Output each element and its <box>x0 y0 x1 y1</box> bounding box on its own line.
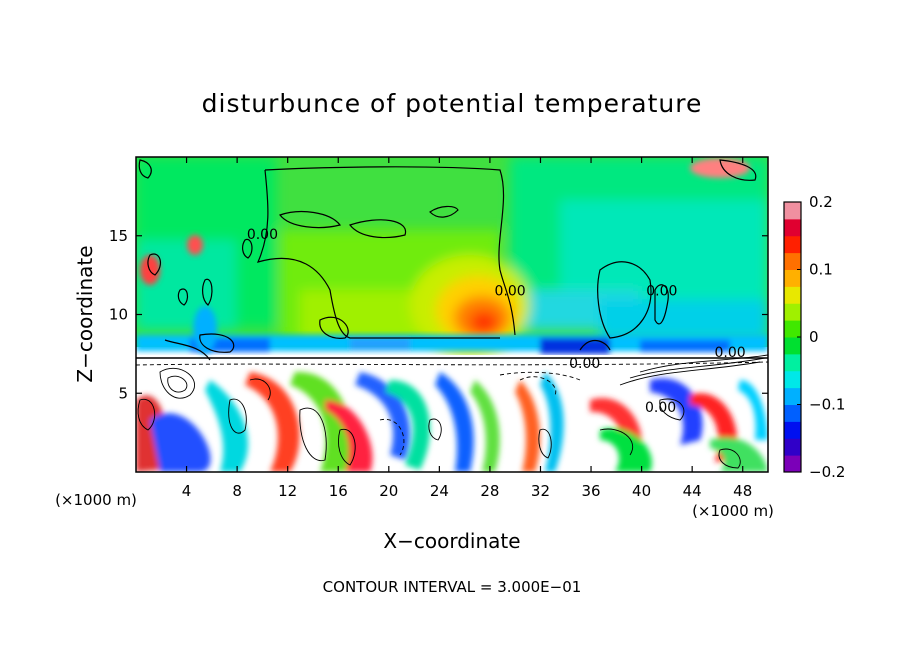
x-unit-label-left: (×1000 m) <box>55 491 137 509</box>
colorbar-swatch <box>784 438 801 456</box>
plot-area: 0.00 0.00 0.00 0.00 0.00 0.00 <box>136 157 768 472</box>
chart-title: disturbunce of potential temperature <box>202 89 703 118</box>
lower-layer-contours <box>136 354 768 469</box>
y-tick-label: 5 <box>118 384 128 402</box>
y-axis: 5 10 15 <box>109 227 768 402</box>
colorbar-swatch <box>784 353 801 372</box>
colorbar-swatch <box>784 404 801 422</box>
colorbar-tick-label: 0.1 <box>809 261 833 279</box>
colorbar-swatch <box>784 320 801 338</box>
colorbar-swatch <box>784 235 801 254</box>
contour-label: 0.00 <box>495 284 526 300</box>
y-axis-label: Z−coordinate <box>73 245 97 382</box>
x-axis: 4 8 12 16 20 24 28 32 36 40 44 48 <box>182 157 752 500</box>
x-tick-label: 48 <box>733 482 752 500</box>
x-tick-label: 16 <box>329 482 348 500</box>
colorbar-tick-label: −0.2 <box>809 463 845 481</box>
contour-label: 0.00 <box>714 345 745 361</box>
colorbar-swatch <box>784 455 801 473</box>
x-unit-label-right: (×1000 m) <box>692 502 774 520</box>
colorbar-swatch <box>784 286 801 304</box>
contour-label: 0.00 <box>569 356 600 372</box>
y-tick-label: 10 <box>109 306 128 324</box>
contour-label: 0.00 <box>646 284 677 300</box>
colorbar-swatch <box>784 218 801 237</box>
x-axis-label: X−coordinate <box>383 529 520 553</box>
x-tick-label: 28 <box>480 482 499 500</box>
colorbar: 0.2 0.1 0 −0.1 −0.2 <box>783 193 845 481</box>
colorbar-swatch <box>784 337 801 355</box>
colorbar-swatch <box>784 202 801 220</box>
x-tick-label: 36 <box>581 482 600 500</box>
heatmap-field <box>136 157 768 472</box>
colorbar-swatch <box>784 303 801 321</box>
x-tick-label: 24 <box>430 482 449 500</box>
colorbar-swatch <box>784 387 801 405</box>
colorbar-swatch <box>784 421 801 439</box>
x-tick-label: 4 <box>182 482 192 500</box>
y-tick-label: 15 <box>109 227 128 245</box>
contour-lines <box>138 159 757 361</box>
contour-labels: 0.00 0.00 0.00 0.00 0.00 0.00 <box>247 227 746 416</box>
contour-interval-note: CONTOUR INTERVAL = 3.000E−01 <box>323 578 582 596</box>
colorbar-tick-label: −0.1 <box>809 396 845 414</box>
contour-label: 0.00 <box>645 400 676 416</box>
x-tick-label: 12 <box>278 482 297 500</box>
colorbar-swatch <box>784 252 801 270</box>
x-tick-label: 44 <box>683 482 702 500</box>
colorbar-swatch <box>784 269 801 287</box>
x-tick-label: 32 <box>531 482 550 500</box>
x-tick-label: 40 <box>632 482 651 500</box>
x-tick-label: 20 <box>379 482 398 500</box>
contour-label: 0.00 <box>247 227 278 243</box>
colorbar-tick-label: 0.2 <box>809 193 833 211</box>
colorbar-swatch <box>784 370 801 389</box>
x-tick-label: 8 <box>232 482 242 500</box>
colorbar-tick-label: 0 <box>809 328 819 346</box>
